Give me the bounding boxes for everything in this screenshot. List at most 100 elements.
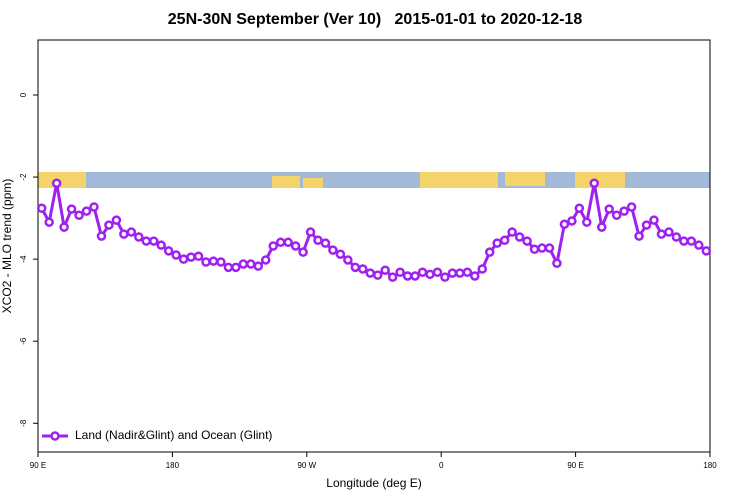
x-tick-label: 180: [703, 461, 717, 470]
data-point: [447, 268, 458, 278]
data-point: [380, 265, 390, 275]
data-point: [604, 204, 614, 214]
data-point: [470, 271, 480, 281]
data-point: [290, 241, 301, 251]
data-point: [36, 203, 47, 213]
land-band: [575, 172, 625, 188]
data-point: [59, 222, 69, 232]
data-point: [477, 264, 488, 274]
data-point: [567, 216, 577, 226]
data-point: [574, 203, 585, 213]
data-point: [148, 236, 159, 246]
data-point: [425, 269, 435, 280]
land-ocean-strip: [38, 172, 710, 188]
data-point: [656, 229, 667, 239]
x-tick-label: 90 E: [30, 461, 46, 470]
data-point: [320, 238, 331, 248]
data-point: [701, 246, 712, 256]
data-point: [529, 244, 540, 255]
data-point: [514, 232, 525, 242]
data-point: [119, 229, 129, 239]
data-point: [552, 258, 562, 268]
data-point: [507, 227, 517, 237]
x-tick-label: 0: [439, 461, 444, 470]
y-tick-label: -8: [19, 419, 28, 427]
data-point: [387, 272, 398, 282]
data-point: [238, 259, 249, 269]
data-point: [275, 237, 286, 248]
data-point: [260, 255, 271, 265]
data-point: [440, 272, 450, 282]
data-point: [89, 202, 99, 212]
data-point: [335, 249, 346, 259]
land-band: [420, 172, 498, 188]
data-point: [268, 241, 278, 251]
plot-frame: [37, 39, 711, 453]
data-point: [626, 202, 637, 212]
data-point: [104, 220, 114, 230]
data-point: [492, 238, 502, 248]
data-point: [484, 247, 495, 257]
data-point: [298, 247, 308, 257]
data-point: [544, 243, 555, 253]
data-point: [305, 227, 316, 237]
data-point: [134, 232, 144, 242]
land-band: [38, 172, 86, 188]
data-point: [462, 267, 473, 278]
data-point: [126, 227, 137, 237]
x-tick-label: 180: [166, 461, 180, 470]
data-point: [365, 268, 376, 278]
x-tick-label: 90 E: [567, 461, 583, 470]
data-point: [111, 215, 122, 225]
data-point: [171, 250, 181, 260]
data-point: [589, 178, 600, 188]
data-point: [611, 210, 622, 220]
data-point: [402, 271, 413, 281]
data-point: [313, 235, 323, 246]
y-tick-label: -2: [19, 173, 28, 181]
data-point: [253, 261, 264, 271]
data-point: [522, 236, 532, 246]
land-band: [505, 172, 545, 186]
data-point: [283, 237, 293, 248]
data-point: [246, 259, 256, 269]
y-axis-label: XCO2 - MLO trend (ppm): [0, 179, 14, 314]
data-point: [395, 267, 405, 278]
data-point: [596, 222, 607, 232]
data-point: [156, 240, 166, 250]
data-point: [649, 215, 659, 225]
data-point: [455, 268, 465, 278]
land-band: [303, 178, 323, 188]
y-tick-label: -6: [19, 337, 28, 345]
data-point: [178, 254, 189, 264]
land-band: [272, 176, 300, 188]
data-point: [559, 219, 570, 230]
legend-label: Land (Nadir&Glint) and Ocean (Glint): [75, 428, 272, 442]
data-point: [201, 257, 211, 267]
data-point: [216, 257, 226, 267]
data-point: [74, 210, 84, 220]
data-point: [641, 220, 652, 230]
data-point: [208, 256, 219, 266]
data-point: [44, 217, 54, 227]
data-point: [343, 255, 353, 265]
chart-title: 25N-30N September (Ver 10) 2015-01-01 to…: [168, 11, 583, 28]
y-tick-label: -4: [19, 255, 28, 263]
data-point: [417, 267, 428, 278]
x-axis-label: Longitude (deg E): [326, 476, 421, 490]
data-point: [350, 262, 361, 273]
data-point: [81, 206, 92, 216]
data-point: [619, 206, 629, 216]
data-point: [141, 236, 152, 246]
legend-marker: [50, 431, 60, 441]
data-point: [499, 235, 510, 246]
data-point: [223, 262, 234, 273]
data-point: [432, 267, 443, 278]
data-point: [358, 264, 368, 274]
data-point: [51, 178, 62, 188]
x-tick-label: 90 W: [297, 461, 316, 470]
data-point: [96, 231, 107, 241]
data-point: [686, 236, 697, 246]
data-point: [634, 231, 644, 241]
